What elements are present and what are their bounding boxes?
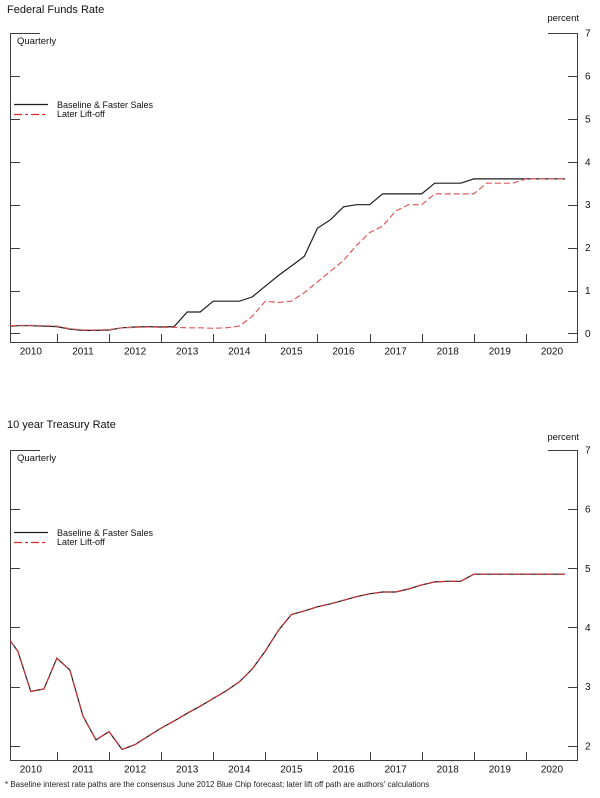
treasury-legend-row-later-liftoff: Later Lift-off — [14, 537, 153, 548]
legend-line-swatch — [14, 541, 48, 543]
ffr-xtick-label: 2014 — [228, 347, 251, 358]
treasury-legend-row-baseline: Baseline & Faster Sales — [14, 528, 153, 538]
ffr-ytick-label: 7 — [585, 29, 591, 40]
treasury-xtick-label: 2015 — [280, 765, 303, 776]
ffr-xtick-label: 2020 — [541, 347, 564, 358]
legend-line-swatch — [14, 104, 48, 106]
ffr-xtick-label: 2019 — [489, 347, 512, 358]
treasury-xtick-label: 2010 — [20, 765, 43, 776]
treasury-series-group — [10, 573, 565, 751]
ffr-unit-label: percent — [547, 13, 579, 24]
treasury-xtick-label: 2016 — [332, 765, 355, 776]
treasury-xtick-label: 2012 — [124, 765, 147, 776]
treasury-ytick-label: 5 — [585, 564, 591, 575]
legend-line-swatch — [14, 532, 48, 534]
ffr-ytick-label: 5 — [585, 114, 591, 125]
ffr-xtick-label: 2015 — [280, 347, 303, 358]
ffr-xtick-label: 2012 — [124, 347, 147, 358]
legend-label: Baseline & Faster Sales — [57, 99, 154, 110]
ffr-xtick-label: 2011 — [72, 347, 94, 358]
treasury-legend: Baseline & Faster Sales Later Lift-off — [14, 528, 153, 547]
ffr-line-later-lift-off — [10, 178, 565, 331]
ffr-xtick-label: 2010 — [20, 347, 43, 358]
treasury-xtick-label: 2020 — [541, 765, 564, 776]
ffr-xtick-label: 2013 — [176, 347, 199, 358]
treasury-plot: 2 3 4 5 6 7 2010 2011 2012 2013 2014 2015 2016 2017 20… — [10, 446, 591, 776]
treasury-ytick-label: 6 — [585, 505, 591, 516]
ffr-ytick-label: 0 — [585, 329, 591, 340]
ffr-plot: 0 1 2 3 4 5 6 7 2010 2011 2012 2013 2014 2015 2016 2017… — [10, 29, 591, 358]
treasury-chart-title: 10 year Treasury Rate — [7, 419, 116, 431]
legend-label: Later Lift-off — [57, 109, 105, 120]
treasury-xtick-label: 2018 — [437, 765, 460, 776]
ffr-legend-row-later-liftoff: Later Lift-off — [14, 109, 153, 120]
treasury-ytick-label: 4 — [585, 623, 591, 634]
treasury-xtick-label: 2011 — [72, 765, 94, 776]
treasury-ytick-label: 2 — [585, 741, 591, 752]
treasury-xtick-label: 2014 — [228, 765, 251, 776]
treasury-y-axis-ticks: 2 3 4 5 6 7 — [10, 446, 591, 752]
ffr-x-axis-ticks — [57, 334, 527, 342]
ffr-chart-title: Federal Funds Rate — [7, 4, 105, 16]
treasury-unit-label: percent — [547, 432, 579, 443]
treasury-xtick-label: 2013 — [176, 765, 199, 776]
ffr-ytick-label: 4 — [585, 157, 591, 168]
ffr-xtick-label: 2018 — [437, 347, 460, 358]
treasury-ytick-label: 7 — [585, 446, 591, 457]
footnote: * Baseline interest rate paths are the c… — [5, 780, 430, 789]
ffr-ytick-label: 1 — [585, 286, 591, 297]
treasury-line-later-lift-off — [10, 573, 565, 751]
ffr-ytick-label: 6 — [585, 71, 591, 82]
ffr-ytick-label: 3 — [585, 200, 591, 211]
ffr-xtick-label: 2016 — [332, 347, 355, 358]
legend-label: Baseline & Faster Sales — [57, 527, 154, 538]
treasury-frequency-label: Quarterly — [17, 453, 57, 464]
treasury-x-axis-ticks — [57, 752, 527, 760]
ffr-ytick-label: 2 — [585, 243, 591, 254]
ffr-legend: Baseline & Faster Sales Later Lift-off — [14, 100, 153, 119]
ffr-legend-row-baseline: Baseline & Faster Sales — [14, 100, 153, 110]
ffr-xtick-label: 2017 — [384, 347, 407, 358]
treasury-xtick-label: 2017 — [384, 765, 407, 776]
ffr-y-axis-ticks: 0 1 2 3 4 5 6 7 — [10, 29, 591, 340]
treasury-ytick-label: 3 — [585, 682, 591, 693]
treasury-xtick-label: 2019 — [489, 765, 512, 776]
treasury-line-baseline-faster-sales — [10, 573, 565, 751]
ffr-line-baseline-faster-sales — [10, 178, 565, 331]
legend-label: Later Lift-off — [57, 537, 105, 548]
legend-line-swatch — [14, 113, 48, 115]
ffr-frequency-label: Quarterly — [17, 36, 57, 47]
ffr-series-group — [10, 178, 565, 331]
